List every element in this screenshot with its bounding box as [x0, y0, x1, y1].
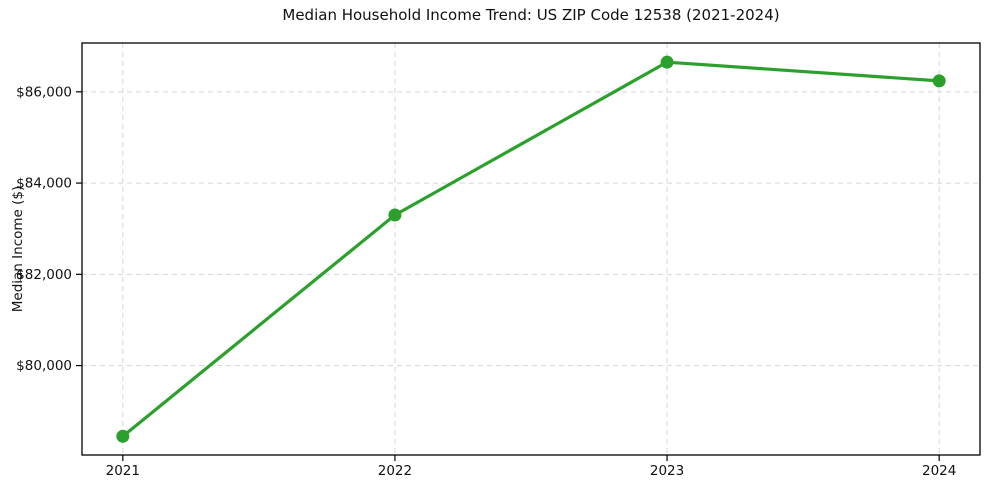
x-tick-label: 2021	[106, 463, 140, 479]
y-tick-label: $84,000	[16, 176, 72, 192]
x-tick-label: 2022	[378, 463, 412, 479]
data-point-marker	[388, 208, 402, 222]
data-point-marker	[932, 74, 946, 88]
y-tick-label: $80,000	[16, 358, 72, 374]
plot-border	[81, 42, 981, 456]
data-point-marker	[660, 55, 674, 69]
chart-title: Median Household Income Trend: US ZIP Co…	[282, 6, 780, 24]
data-line	[121, 60, 941, 438]
y-tick-label: $82,000	[16, 267, 72, 283]
y-tick-label: $86,000	[16, 84, 72, 100]
data-point-marker	[116, 429, 130, 443]
x-tick-label: 2023	[650, 463, 684, 479]
x-tick-label: 2024	[922, 463, 956, 479]
